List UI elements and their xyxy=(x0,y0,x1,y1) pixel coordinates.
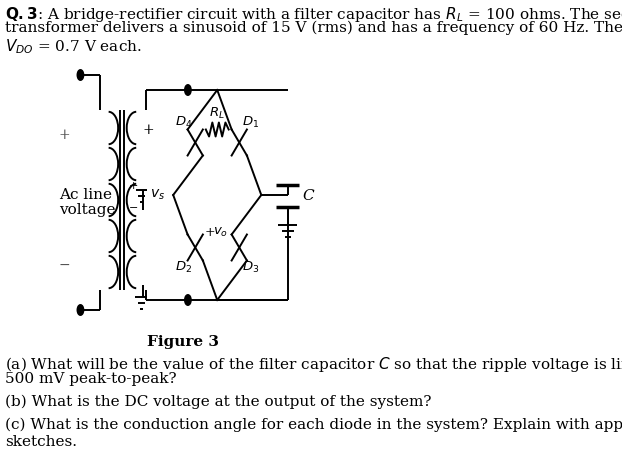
Circle shape xyxy=(185,85,191,95)
Text: $v_s$: $v_s$ xyxy=(150,188,165,202)
Text: $D_1$: $D_1$ xyxy=(243,115,259,130)
Text: $\bf{Q.3}$: A bridge-rectifier circuit with a filter capacitor has $R_L$ = 100 o: $\bf{Q.3}$: A bridge-rectifier circuit w… xyxy=(5,5,622,24)
Circle shape xyxy=(78,305,83,315)
Text: (a) What will be the value of the filter capacitor $C$ so that the ripple voltag: (a) What will be the value of the filter… xyxy=(5,355,622,374)
Text: voltage: voltage xyxy=(58,203,115,217)
Text: −: − xyxy=(129,203,138,213)
Text: +: + xyxy=(58,128,70,142)
Text: (b) What is the DC voltage at the output of the system?: (b) What is the DC voltage at the output… xyxy=(5,395,431,409)
Text: $D_4$: $D_4$ xyxy=(175,115,192,130)
Text: $v_o$: $v_o$ xyxy=(213,226,228,239)
Text: C: C xyxy=(302,189,314,203)
Text: $D_3$: $D_3$ xyxy=(243,260,259,275)
Text: −: − xyxy=(58,258,70,272)
Circle shape xyxy=(185,295,191,305)
Text: +: + xyxy=(205,226,215,239)
Text: Ac line: Ac line xyxy=(58,188,112,202)
Text: transformer delivers a sinusoid of 15 V (rms) and has a frequency of 60 Hz. The : transformer delivers a sinusoid of 15 V … xyxy=(5,21,622,35)
Text: sketches.: sketches. xyxy=(5,435,77,449)
Text: (c) What is the conduction angle for each diode in the system? Explain with appr: (c) What is the conduction angle for eac… xyxy=(5,418,622,432)
Text: 500 mV peak-to-peak?: 500 mV peak-to-peak? xyxy=(5,372,176,386)
Text: $D_2$: $D_2$ xyxy=(175,260,192,275)
Text: +: + xyxy=(129,181,138,191)
Text: Figure 3: Figure 3 xyxy=(147,335,218,349)
Text: +: + xyxy=(142,123,154,137)
Text: $V_{DO}$ = 0.7 V each.: $V_{DO}$ = 0.7 V each. xyxy=(5,37,141,56)
Text: $R_L$: $R_L$ xyxy=(210,106,225,121)
Circle shape xyxy=(78,70,83,80)
